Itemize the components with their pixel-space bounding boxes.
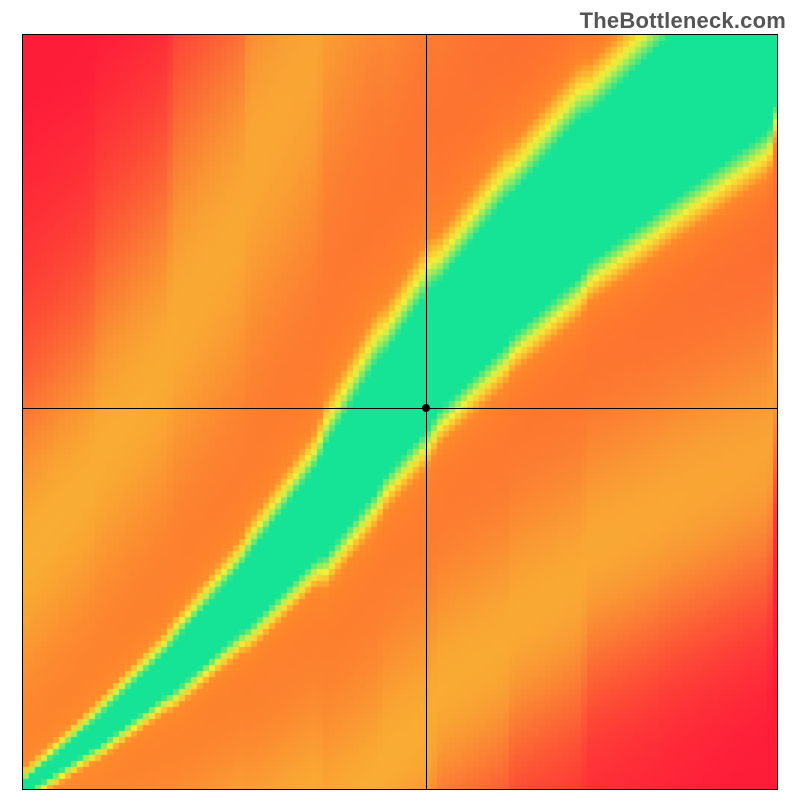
heatmap-plot <box>22 34 778 790</box>
crosshair-horizontal <box>23 408 777 409</box>
heatmap-canvas <box>23 35 777 789</box>
focus-marker <box>422 404 430 412</box>
watermark-text: TheBottleneck.com <box>580 8 786 34</box>
chart-container: TheBottleneck.com <box>0 0 800 800</box>
